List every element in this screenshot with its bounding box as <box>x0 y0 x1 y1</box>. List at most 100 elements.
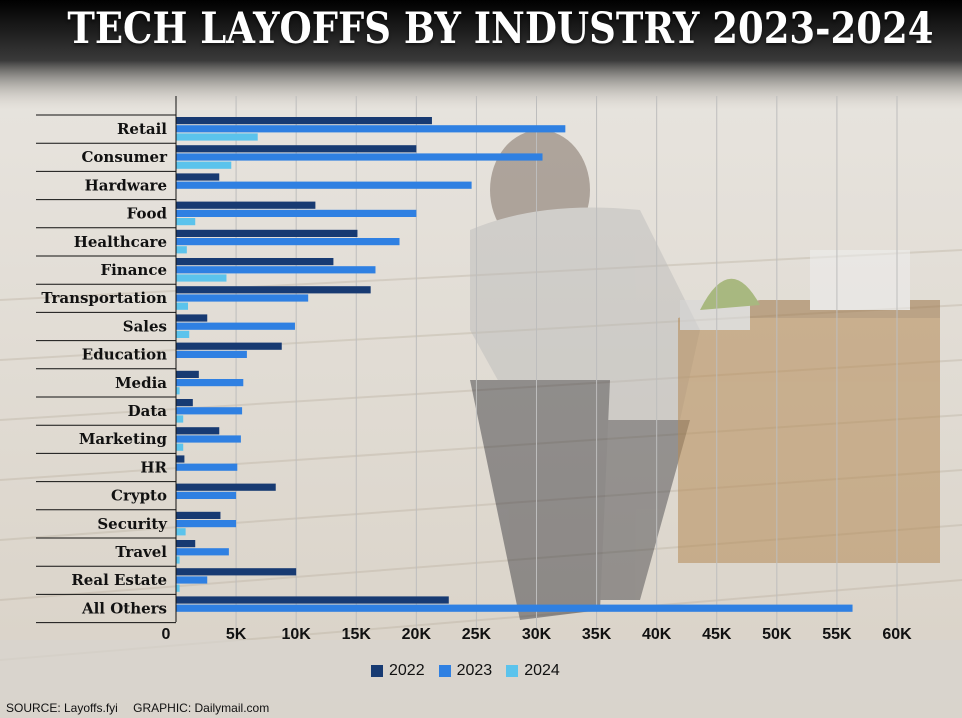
bar-2024-food <box>176 218 196 226</box>
legend-swatch-2022 <box>371 665 383 677</box>
legend-label-2022: 2022 <box>389 662 425 679</box>
bar-2023-security <box>176 520 237 528</box>
legend-label-2023: 2023 <box>456 662 493 679</box>
bar-2022-education <box>176 342 282 350</box>
bar-2023-travel <box>176 548 229 556</box>
bar-2023-food <box>176 209 417 217</box>
x-tick-label: 60K <box>882 626 912 643</box>
bar-2023-hardware <box>176 181 472 189</box>
category-label: Food <box>127 205 168 223</box>
category-label: Travel <box>115 543 167 561</box>
x-tick-label: 35K <box>582 626 612 643</box>
bar-2024-travel <box>176 556 180 564</box>
category-label: Hardware <box>85 176 167 194</box>
bar-2024-real-estate <box>176 584 180 592</box>
bar-2023-consumer <box>176 153 543 161</box>
category-label: Retail <box>117 120 167 138</box>
bar-2023-transportation <box>176 294 309 302</box>
category-label: Finance <box>100 261 167 279</box>
x-tick-label: 30K <box>522 626 552 643</box>
footer-credits: SOURCE: Layoffs.fyi GRAPHIC: Dailymail.c… <box>6 701 281 715</box>
bar-2024-media <box>176 387 180 395</box>
box-illustration <box>678 250 940 563</box>
category-label: Transportation <box>41 289 167 307</box>
x-tick-label: 55K <box>822 626 852 643</box>
bar-2022-travel <box>176 540 196 548</box>
legend-item-2023: 2023 <box>438 662 493 680</box>
bar-2022-all-others <box>176 596 449 604</box>
x-tick-label: 0 <box>162 626 171 643</box>
bar-2022-sales <box>176 314 208 322</box>
category-label: Education <box>82 346 167 364</box>
x-tick-label: 40K <box>642 626 672 643</box>
bar-2024-consumer <box>176 161 232 169</box>
x-axis-ticks: 0 5K 10K 15K 20K 25K 30K 35K 40K 45K 50K 55K 60K <box>162 626 913 643</box>
category-label: All Others <box>81 599 167 617</box>
bar-2024-transportation <box>176 302 189 310</box>
bar-2024-security <box>176 528 186 536</box>
category-label: Real Estate <box>71 571 167 589</box>
person-silhouette <box>470 130 700 620</box>
bar-2022-media <box>176 370 199 378</box>
x-tick-label: 5K <box>226 626 247 643</box>
bar-2022-healthcare <box>176 229 358 237</box>
category-label: Consumer <box>81 148 168 166</box>
bar-2022-transportation <box>176 286 371 294</box>
bar-2023-data <box>176 407 243 415</box>
bar-2022-crypto <box>176 483 276 491</box>
category-label: Sales <box>123 317 167 335</box>
bar-2023-crypto <box>176 491 237 499</box>
bars <box>176 117 853 612</box>
bar-2022-security <box>176 511 221 519</box>
category-label: Crypto <box>111 487 167 505</box>
bar-2022-hr <box>176 455 185 463</box>
category-label: Healthcare <box>74 233 167 251</box>
bar-2023-retail <box>176 125 566 133</box>
legend-item-2022: 2022 <box>371 662 425 680</box>
x-tick-label: 50K <box>762 626 792 643</box>
bar-2022-real-estate <box>176 568 297 576</box>
bar-2023-sales <box>176 322 295 330</box>
bar-2022-food <box>176 201 316 209</box>
category-label: Marketing <box>79 430 168 448</box>
legend-label-2024: 2024 <box>524 662 560 679</box>
bar-2022-retail <box>176 117 432 125</box>
bar-2024-sales <box>176 330 190 338</box>
bar-2023-all-others <box>176 604 853 612</box>
x-tick-label: 45K <box>702 626 732 643</box>
bar-2024-retail <box>176 133 258 141</box>
bar-2023-media <box>176 379 244 387</box>
legend-swatch-2023 <box>438 665 451 677</box>
bar-2023-education <box>176 350 247 358</box>
category-label: Data <box>128 402 168 420</box>
x-tick-label: 10K <box>281 626 311 643</box>
bar-2024-marketing <box>176 443 184 451</box>
source-credit: SOURCE: Layoffs.fyi <box>6 701 118 715</box>
bar-2022-hardware <box>176 173 220 181</box>
bar-2023-real-estate <box>176 576 208 584</box>
bar-2023-marketing <box>176 435 241 443</box>
legend-item-2024: 2024 <box>506 662 560 680</box>
bar-2022-consumer <box>176 145 417 153</box>
x-tick-label: 20K <box>402 626 432 643</box>
bar-2024-finance <box>176 274 227 282</box>
bar-2022-marketing <box>176 427 220 435</box>
category-label: Security <box>97 515 168 533</box>
x-tick-label: 15K <box>342 626 372 643</box>
category-label: Media <box>115 374 167 392</box>
legend: 2022 2023 2024 <box>371 662 560 680</box>
grid-lines <box>235 96 898 629</box>
graphic-credit: GRAPHIC: Dailymail.com <box>133 701 270 715</box>
legend-swatch-2024 <box>506 665 519 677</box>
bar-2022-data <box>176 399 193 407</box>
x-tick-label: 25K <box>462 626 492 643</box>
category-label: HR <box>140 458 167 476</box>
category-separators <box>36 114 176 624</box>
bar-2023-hr <box>176 463 238 471</box>
category-labels: Retail Consumer Hardware Food Healthcare Fina… <box>41 120 168 617</box>
bar-2024-data <box>176 415 184 423</box>
bar-2022-finance <box>176 258 334 266</box>
